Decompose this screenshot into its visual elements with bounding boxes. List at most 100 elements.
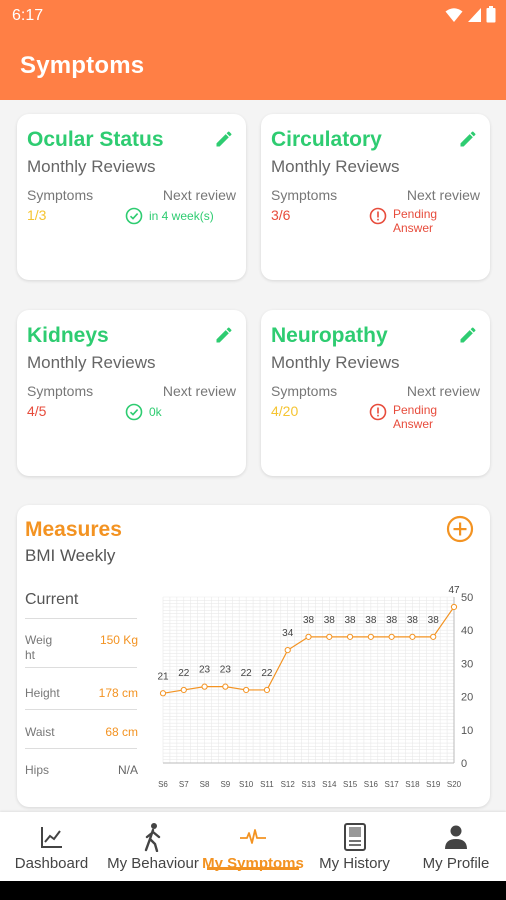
person-icon bbox=[445, 825, 467, 849]
data-label: 22 bbox=[178, 668, 190, 679]
chart-line-icon bbox=[40, 827, 62, 848]
review-status: Pending Answer bbox=[369, 207, 437, 235]
x-tick-label: S11 bbox=[260, 780, 274, 789]
symptoms-label: Symptoms bbox=[271, 383, 338, 399]
data-label: 38 bbox=[428, 615, 440, 626]
review-status-line-2: Answer bbox=[393, 221, 434, 235]
symptom-count: 3/6 bbox=[271, 207, 291, 223]
symptom-card-subtitle: Monthly Reviews bbox=[27, 157, 156, 176]
review-status: in 4 week(s) bbox=[125, 207, 214, 225]
measure-label-height: Height bbox=[25, 686, 60, 700]
check-circle-icon bbox=[125, 207, 143, 225]
data-label: 34 bbox=[282, 628, 294, 639]
symptom-card-ocular[interactable]: Ocular Status Monthly Reviews Symptoms N… bbox=[17, 114, 246, 280]
nav-my-history[interactable]: My History bbox=[303, 812, 406, 881]
nav-my-profile[interactable]: My Profile bbox=[406, 812, 506, 881]
data-point bbox=[263, 686, 271, 694]
measure-label-waist: Waist bbox=[25, 725, 55, 739]
nav-label: Dashboard bbox=[14, 855, 89, 872]
data-label: 47 bbox=[448, 585, 460, 596]
data-label: 38 bbox=[324, 615, 336, 626]
data-point bbox=[222, 683, 229, 690]
alert-circle-icon bbox=[369, 403, 387, 421]
symptoms-label: Symptoms bbox=[27, 187, 94, 203]
x-tick-label: S8 bbox=[200, 780, 210, 789]
x-tick-label: S15 bbox=[343, 780, 358, 789]
nav-my-symptoms[interactable]: My Symptoms bbox=[202, 812, 304, 881]
symptom-count: 4/20 bbox=[271, 403, 299, 419]
measure-label-line: ht bbox=[25, 648, 36, 662]
y-tick-label: 40 bbox=[461, 625, 473, 637]
x-tick-label: S7 bbox=[179, 780, 189, 789]
review-status-text: 0k bbox=[149, 405, 162, 419]
nav-my-behaviour[interactable]: My Behaviour bbox=[103, 812, 203, 881]
edit-icon[interactable] bbox=[214, 129, 234, 149]
measure-label-line: Weig bbox=[25, 633, 53, 647]
symptom-card-title: Circulatory bbox=[271, 128, 382, 151]
symptom-card-title: Ocular Status bbox=[27, 128, 164, 151]
review-status: Pending Answer bbox=[369, 403, 437, 431]
x-tick-label: S9 bbox=[220, 780, 230, 789]
nav-dashboard[interactable]: Dashboard bbox=[0, 812, 103, 881]
next-review-label: Next review bbox=[162, 187, 236, 203]
review-status-line-1: Pending bbox=[393, 403, 438, 417]
active-tab-indicator bbox=[207, 867, 299, 870]
symptom-count: 1/3 bbox=[27, 207, 47, 223]
symptom-card-subtitle: Monthly Reviews bbox=[271, 157, 400, 176]
measure-value-weight: 150 Kg bbox=[99, 633, 138, 647]
measure-value-height: 178 cm bbox=[98, 686, 138, 700]
data-label: 22 bbox=[261, 668, 273, 679]
x-tick-label: S17 bbox=[385, 780, 400, 789]
y-tick-label: 50 bbox=[461, 592, 473, 604]
wifi-icon bbox=[445, 7, 463, 22]
measure-label-weight: Weig ht bbox=[25, 633, 52, 663]
edit-icon[interactable] bbox=[458, 325, 478, 345]
x-tick-label: S16 bbox=[364, 780, 379, 789]
edit-icon[interactable] bbox=[458, 129, 478, 149]
app-bar: 6:17 Symptoms bbox=[0, 0, 506, 100]
bottom-navigation: Dashboard My Behaviour My Symptoms My Hi… bbox=[0, 812, 506, 881]
measures-card: Measures BMI Weekly Current Weig ht 150 … bbox=[17, 505, 490, 807]
next-review-label: Next review bbox=[406, 187, 480, 203]
data-point bbox=[450, 603, 458, 611]
data-point bbox=[326, 633, 333, 640]
review-status: 0k bbox=[125, 403, 162, 421]
data-point bbox=[159, 690, 167, 697]
status-icons bbox=[445, 6, 496, 23]
data-point bbox=[243, 686, 250, 694]
current-label: Current bbox=[25, 591, 79, 608]
data-label: 38 bbox=[407, 615, 419, 626]
heartbeat-icon bbox=[240, 829, 266, 844]
measure-value-hips: N/A bbox=[117, 763, 138, 777]
symptom-card-kidneys[interactable]: Kidneys Monthly Reviews Symptoms Next re… bbox=[17, 310, 246, 476]
x-tick-label: S10 bbox=[239, 780, 254, 789]
edit-icon[interactable] bbox=[214, 325, 234, 345]
symptom-card-subtitle: Monthly Reviews bbox=[27, 353, 156, 372]
measure-value-waist: 68 cm bbox=[105, 725, 138, 739]
bmi-line-chart: 0 10 20 30 40 50 S6 S7 S8 S9 S10 S11 S12 S13 S14 S15 S16… bbox=[157, 585, 473, 789]
symptoms-label: Symptoms bbox=[271, 187, 338, 203]
x-tick-label: S19 bbox=[426, 780, 441, 789]
data-point bbox=[409, 633, 416, 640]
divider bbox=[25, 709, 137, 710]
x-tick-label: S6 bbox=[158, 780, 168, 789]
add-measure-icon[interactable] bbox=[446, 515, 474, 543]
symptom-card-circulatory[interactable]: Circulatory Monthly Reviews Symptoms Nex… bbox=[261, 114, 490, 280]
data-point bbox=[430, 633, 437, 640]
next-review-label: Next review bbox=[406, 383, 480, 399]
walking-person-icon bbox=[144, 823, 161, 852]
divider bbox=[25, 618, 137, 619]
measures-subtitle: BMI Weekly bbox=[25, 546, 116, 565]
data-label: 23 bbox=[199, 665, 211, 676]
nav-label: My Behaviour bbox=[107, 855, 199, 872]
data-point bbox=[284, 647, 291, 654]
book-icon bbox=[343, 823, 366, 851]
y-tick-label: 20 bbox=[461, 692, 473, 704]
measure-label-hips: Hips bbox=[25, 763, 50, 777]
signal-icon bbox=[468, 7, 481, 22]
data-label: 38 bbox=[386, 615, 398, 626]
review-status-line-2: Answer bbox=[393, 417, 434, 431]
status-time: 6:17 bbox=[12, 7, 44, 24]
symptom-card-neuropathy[interactable]: Neuropathy Monthly Reviews Symptoms Next… bbox=[261, 310, 490, 476]
measures-title: Measures bbox=[25, 518, 122, 541]
